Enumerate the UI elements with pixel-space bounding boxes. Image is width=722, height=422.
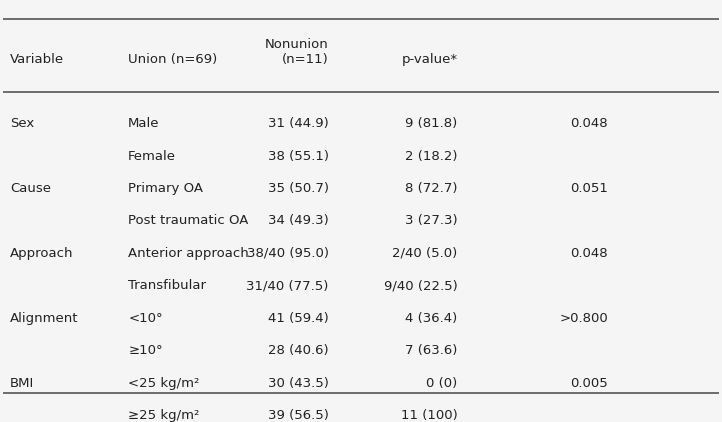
Text: 11 (100): 11 (100) — [401, 409, 458, 422]
Text: 31 (44.9): 31 (44.9) — [268, 117, 329, 130]
Text: 4 (36.4): 4 (36.4) — [406, 312, 458, 325]
Text: 8 (72.7): 8 (72.7) — [405, 182, 458, 195]
Text: 35 (50.7): 35 (50.7) — [268, 182, 329, 195]
Text: Cause: Cause — [10, 182, 51, 195]
Text: 39 (56.5): 39 (56.5) — [268, 409, 329, 422]
Text: Female: Female — [129, 149, 176, 162]
Text: 0.048: 0.048 — [570, 117, 608, 130]
Text: 2 (18.2): 2 (18.2) — [405, 149, 458, 162]
Text: 30 (43.5): 30 (43.5) — [268, 377, 329, 390]
Text: 31/40 (77.5): 31/40 (77.5) — [246, 279, 329, 292]
Text: Alignment: Alignment — [10, 312, 79, 325]
Text: 38/40 (95.0): 38/40 (95.0) — [247, 247, 329, 260]
Text: 0 (0): 0 (0) — [427, 377, 458, 390]
Text: BMI: BMI — [10, 377, 34, 390]
Text: Transfibular: Transfibular — [129, 279, 206, 292]
Text: >0.800: >0.800 — [560, 312, 608, 325]
Text: 28 (40.6): 28 (40.6) — [268, 344, 329, 357]
Text: Primary OA: Primary OA — [129, 182, 203, 195]
Text: 34 (49.3): 34 (49.3) — [268, 214, 329, 227]
Text: p-value*: p-value* — [401, 53, 458, 66]
Text: 38 (55.1): 38 (55.1) — [268, 149, 329, 162]
Text: Post traumatic OA: Post traumatic OA — [129, 214, 248, 227]
Text: Approach: Approach — [10, 247, 74, 260]
Text: 0.051: 0.051 — [570, 182, 608, 195]
Text: Nonunion
(n=11): Nonunion (n=11) — [265, 38, 329, 66]
Text: 9 (81.8): 9 (81.8) — [406, 117, 458, 130]
Text: 7 (63.6): 7 (63.6) — [405, 344, 458, 357]
Text: 9/40 (22.5): 9/40 (22.5) — [384, 279, 458, 292]
Text: <10°: <10° — [129, 312, 162, 325]
Text: <25 kg/m²: <25 kg/m² — [129, 377, 199, 390]
Text: Sex: Sex — [10, 117, 34, 130]
Text: Anterior approach: Anterior approach — [129, 247, 249, 260]
Text: 0.005: 0.005 — [570, 377, 608, 390]
Text: 2/40 (5.0): 2/40 (5.0) — [393, 247, 458, 260]
Text: ≥25 kg/m²: ≥25 kg/m² — [129, 409, 199, 422]
Text: Male: Male — [129, 117, 160, 130]
Text: 41 (59.4): 41 (59.4) — [268, 312, 329, 325]
Text: Variable: Variable — [10, 53, 64, 66]
Text: ≥10°: ≥10° — [129, 344, 162, 357]
Text: Union (n=69): Union (n=69) — [129, 53, 217, 66]
Text: 0.048: 0.048 — [570, 247, 608, 260]
Text: 3 (27.3): 3 (27.3) — [405, 214, 458, 227]
